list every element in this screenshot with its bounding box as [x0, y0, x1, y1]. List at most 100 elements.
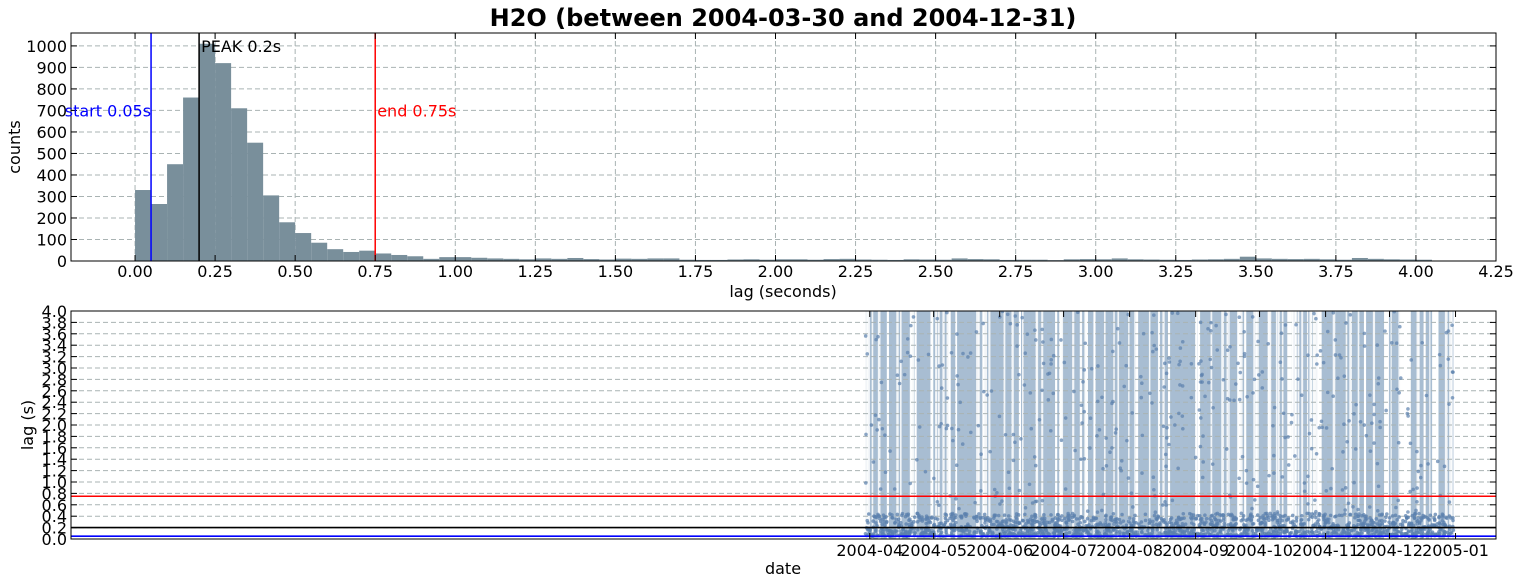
timeseries-point — [1152, 343, 1156, 348]
timeseries-point — [1212, 515, 1217, 520]
timeseries-point — [924, 521, 928, 526]
timeseries-point — [1200, 372, 1204, 377]
timeseries-point — [1129, 491, 1134, 495]
timeseries-point — [1000, 523, 1005, 528]
timeseries-point — [1400, 527, 1404, 532]
timeseries-point — [1236, 361, 1240, 366]
timeseries-point — [1208, 522, 1213, 526]
timeseries-point — [1150, 401, 1154, 405]
timeseries-point — [1232, 398, 1236, 403]
timeseries-point — [1450, 396, 1455, 400]
timeseries-point — [1444, 515, 1448, 520]
timeseries-point — [1139, 395, 1144, 400]
timeseries-point — [1189, 515, 1193, 520]
histogram-bar — [1063, 259, 1080, 261]
timeseries-point — [1151, 349, 1155, 354]
histogram-bar — [1111, 258, 1128, 261]
timeseries-point — [1289, 420, 1294, 425]
histogram-bar — [791, 259, 808, 261]
timeseries-point — [1140, 471, 1144, 475]
timeseries-point — [1004, 518, 1008, 522]
timeseries-point — [1122, 531, 1126, 536]
timeseries-point — [1214, 523, 1219, 528]
timeseries-point — [935, 499, 940, 504]
timeseries-point — [1317, 530, 1321, 535]
timeseries-point — [1076, 311, 1080, 315]
timeseries-point — [988, 517, 993, 522]
timeseries-point — [936, 529, 941, 533]
timeseries-point — [1030, 501, 1035, 505]
timeseries-point — [877, 417, 881, 422]
timeseries-point — [937, 503, 941, 507]
timeseries-point — [1358, 419, 1363, 424]
timeseries-point — [953, 513, 958, 517]
timeseries-point — [1209, 365, 1214, 370]
histogram-bar — [1367, 258, 1384, 261]
timeseries-point — [1206, 326, 1210, 331]
timeseries-point — [1437, 515, 1441, 520]
timeseries-point — [981, 532, 985, 536]
timeseries-point — [1208, 357, 1213, 362]
histogram-bar — [919, 259, 936, 261]
timeseries-point — [1162, 385, 1167, 389]
timeseries-point — [1050, 519, 1055, 523]
timeseries-point — [1175, 311, 1180, 316]
timeseries-point — [969, 430, 973, 435]
timeseries-point — [1333, 523, 1338, 528]
timeseries-point — [1133, 513, 1137, 518]
timeseries-point — [886, 530, 890, 534]
timeseries-point — [1238, 370, 1243, 375]
timeseries-point — [1042, 513, 1046, 517]
timeseries-x-tick-label: 2004-11 — [1292, 541, 1359, 560]
timeseries-data-gap — [1269, 311, 1272, 539]
timeseries-point — [1415, 519, 1419, 523]
timeseries-data-gap — [1372, 311, 1376, 539]
timeseries-point — [950, 426, 954, 431]
histogram-bar — [1079, 259, 1096, 261]
timeseries-point — [1278, 531, 1283, 536]
timeseries-point — [1177, 411, 1181, 416]
timeseries-point — [906, 532, 910, 536]
timeseries-point — [1307, 431, 1312, 436]
timeseries-point — [1372, 520, 1376, 525]
timeseries-point — [1083, 341, 1088, 346]
timeseries-point — [1146, 532, 1150, 537]
timeseries-point — [1244, 468, 1249, 473]
timeseries-y-tick-label: 2.0 — [42, 416, 67, 435]
timeseries-point — [1170, 311, 1175, 315]
timeseries-point — [1152, 488, 1156, 492]
timeseries-point — [1352, 412, 1356, 416]
timeseries-point — [1211, 405, 1215, 410]
timeseries-point — [1322, 532, 1326, 536]
timeseries-point — [950, 511, 955, 516]
timeseries-data-gap — [1221, 311, 1224, 539]
timeseries-point — [1047, 520, 1052, 525]
timeseries-data-gap — [1022, 311, 1024, 539]
timeseries-point — [1096, 364, 1100, 368]
timeseries-point — [1082, 457, 1087, 461]
timeseries-data-gap — [1093, 311, 1096, 539]
timeseries-point — [1170, 498, 1175, 503]
histogram-bar — [727, 259, 744, 261]
timeseries-point — [890, 532, 895, 536]
timeseries-point — [932, 476, 936, 481]
timeseries-point — [883, 433, 887, 438]
timeseries-point — [875, 428, 879, 432]
timeseries-point — [1317, 513, 1321, 518]
timeseries-point — [1104, 436, 1108, 440]
timeseries-point — [1300, 531, 1305, 535]
timeseries-x-axis-label: date — [765, 559, 801, 578]
histogram-bars — [135, 43, 1432, 262]
timeseries-point — [863, 531, 868, 536]
timeseries-point — [1006, 470, 1011, 475]
timeseries-point — [1346, 501, 1351, 506]
timeseries-point — [1033, 531, 1038, 536]
timeseries-point — [952, 516, 956, 520]
timeseries-point — [1189, 530, 1194, 534]
timeseries-point — [1205, 527, 1209, 532]
histogram-ticks: 0.00 0.25 0.50 0.75 1.00 1.25 1.50 1.75 2.00 2.25… — [26, 33, 1514, 281]
timeseries-point — [1318, 349, 1323, 353]
timeseries-point — [1046, 372, 1050, 376]
timeseries-point — [1411, 487, 1415, 492]
timeseries-point — [1137, 522, 1141, 526]
